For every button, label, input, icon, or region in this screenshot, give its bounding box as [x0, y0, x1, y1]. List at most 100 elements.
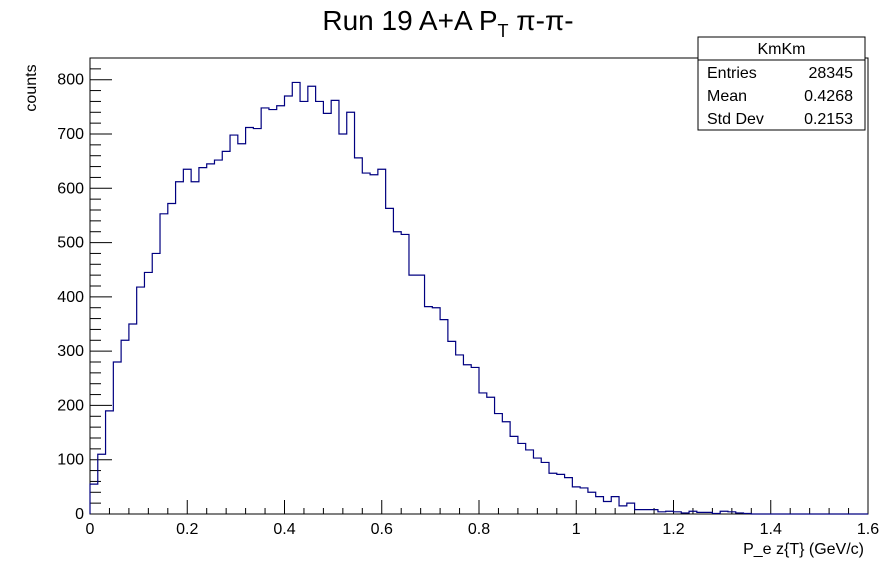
- y-tick-label: 500: [57, 235, 84, 252]
- histogram-bin: [456, 355, 464, 514]
- histogram-bin: [300, 101, 308, 514]
- histogram-bin: [588, 492, 596, 514]
- histogram-bin: [502, 422, 510, 514]
- x-tick-label: 1.4: [760, 521, 782, 538]
- histogram-bin: [90, 484, 98, 514]
- histogram-bin: [619, 506, 627, 514]
- histogram-bin: [129, 324, 137, 514]
- histogram-bins: [90, 82, 751, 514]
- histogram-bin: [316, 101, 324, 514]
- histogram-bin: [160, 214, 168, 514]
- stats-entries-label: Entries: [707, 65, 757, 82]
- x-tick-label: 1.6: [857, 521, 879, 538]
- histogram-bin: [331, 100, 339, 514]
- stats-mean-label: Mean: [707, 88, 747, 105]
- histogram-bin: [253, 129, 261, 514]
- stats-entries-value: 28345: [809, 65, 854, 82]
- histogram-bin: [144, 272, 152, 514]
- x-tick-label: 0.8: [468, 521, 490, 538]
- histogram-bin: [362, 173, 370, 514]
- stats-box: KmKm Entries 28345 Mean 0.4268 Std Dev 0…: [697, 36, 866, 131]
- histogram-bin: [495, 414, 503, 514]
- stats-mean-value: 0.4268: [804, 88, 853, 105]
- stats-stddev-label: Std Dev: [707, 111, 764, 128]
- histogram-bin: [308, 86, 316, 514]
- x-tick-label: 0.4: [273, 521, 295, 538]
- histogram-bin: [230, 135, 238, 514]
- histogram-bin: [518, 443, 526, 514]
- histogram-bin: [557, 474, 565, 514]
- histogram-bin: [401, 234, 409, 514]
- histogram-bin: [440, 320, 448, 514]
- histogram-bin: [199, 168, 207, 514]
- histogram-bin: [152, 253, 160, 514]
- histogram-bin: [285, 96, 293, 514]
- stats-box-frame: [697, 36, 866, 131]
- y-tick-label: 400: [57, 289, 84, 306]
- histogram-bin: [432, 308, 440, 514]
- histogram-bin: [183, 169, 191, 514]
- histogram-bin: [355, 158, 363, 514]
- histogram-bin: [549, 473, 557, 514]
- y-tick-label: 0: [75, 506, 84, 523]
- x-tick-label: 0.6: [371, 521, 393, 538]
- y-tick-label: 700: [57, 126, 84, 143]
- histogram-bin: [98, 454, 106, 514]
- histogram-bin: [463, 365, 471, 514]
- histogram-bin: [269, 110, 277, 514]
- histogram-bin: [191, 182, 199, 514]
- title-tail: π-π-: [509, 5, 574, 36]
- histogram-bin: [214, 160, 222, 514]
- histogram-bin: [642, 510, 650, 514]
- histogram-bin: [222, 151, 230, 514]
- histogram-bin: [487, 397, 495, 514]
- histogram-bin: [393, 232, 401, 514]
- tick-labels: 0 0.2 0.4 0.6 0.8 1 1.2 1.4 1.6 0 100 200 300 400 500 6…: [57, 72, 879, 538]
- y-tick-label: 300: [57, 343, 84, 360]
- histogram-bin: [277, 106, 285, 514]
- y-tick-label: 200: [57, 397, 84, 414]
- histogram-bin: [370, 175, 378, 514]
- histogram-bin: [635, 510, 643, 514]
- x-tick-label: 0: [86, 521, 95, 538]
- histogram-outline: [89, 81, 868, 515]
- histogram-bin: [246, 127, 254, 514]
- histogram-bin: [596, 497, 604, 514]
- histogram-bin: [533, 458, 541, 514]
- x-tick-label: 0.2: [176, 521, 198, 538]
- histogram-bin: [580, 488, 588, 514]
- x-axis-label: P_e z{T} (GeV/c): [743, 541, 864, 558]
- histogram-bin: [323, 113, 331, 514]
- histogram-bin: [339, 134, 347, 514]
- histogram-bin: [386, 208, 394, 514]
- histogram-bin: [510, 436, 518, 514]
- histogram-bin: [409, 275, 417, 514]
- histogram-bin: [238, 144, 246, 514]
- histogram-bin: [261, 108, 269, 514]
- histogram-bin: [347, 112, 355, 514]
- histogram-bin: [479, 393, 487, 514]
- histogram-bin: [603, 502, 611, 514]
- title-main: Run 19 A+A P: [322, 5, 497, 36]
- stats-stddev-value: 0.2153: [804, 111, 853, 128]
- histogram-bin: [627, 503, 635, 514]
- chart-title: Run 19 A+A PT π-π-: [322, 5, 573, 41]
- histogram-bin: [121, 340, 129, 514]
- histogram-bin: [572, 487, 580, 514]
- ticks: [89, 57, 869, 515]
- y-tick-label: 800: [57, 72, 84, 89]
- histogram-bin: [137, 287, 145, 514]
- x-tick-label: 1: [572, 521, 581, 538]
- histogram-bin: [526, 450, 534, 514]
- title-subscript: T: [498, 21, 509, 41]
- histogram-bin: [176, 182, 184, 514]
- histogram-bin: [113, 362, 121, 514]
- y-axis-label: counts: [23, 64, 40, 111]
- stats-box-title: KmKm: [758, 41, 806, 58]
- y-tick-label: 100: [57, 452, 84, 469]
- histogram-bin: [650, 510, 658, 514]
- histogram-bin: [168, 203, 176, 514]
- histogram-bin: [417, 275, 425, 514]
- histogram-bin: [378, 169, 386, 514]
